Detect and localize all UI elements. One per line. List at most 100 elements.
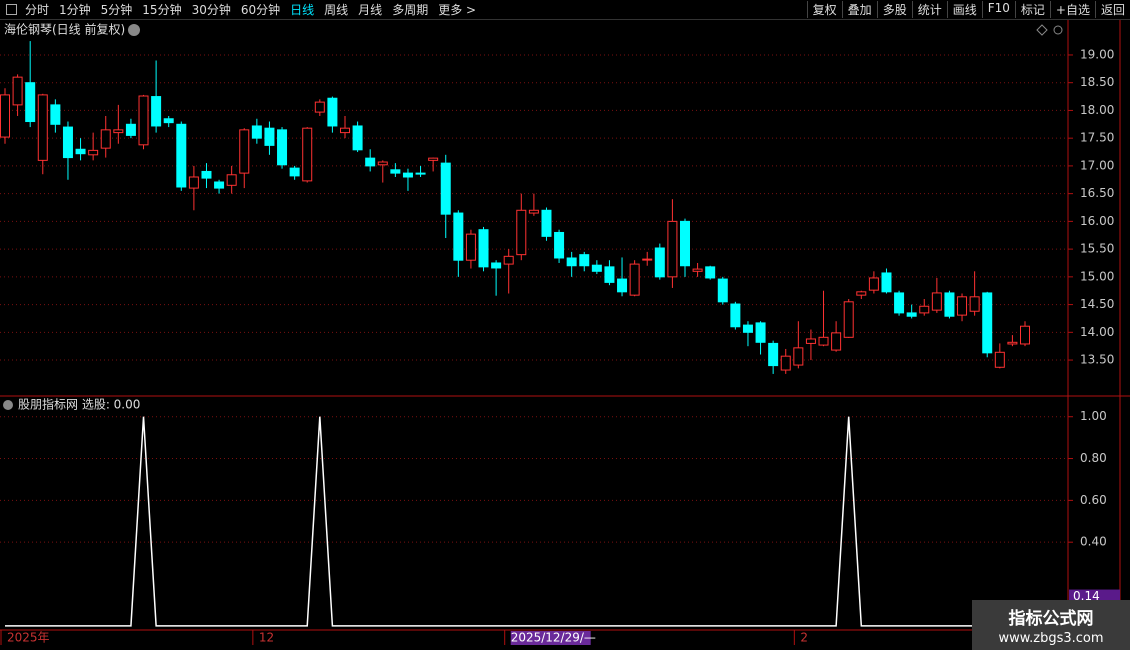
candle-body bbox=[453, 212, 464, 261]
candle-body bbox=[226, 174, 237, 186]
watermark-url: www.zbgs3.com bbox=[998, 631, 1104, 646]
candle-body bbox=[75, 148, 86, 155]
candle-body bbox=[239, 129, 250, 174]
y-tick-label: 0.40 bbox=[1080, 535, 1107, 549]
toolbar-button[interactable]: +自选 bbox=[1049, 1, 1095, 18]
candle-body bbox=[50, 104, 61, 125]
toolbar-button[interactable]: 返回 bbox=[1094, 1, 1130, 18]
candle-body bbox=[365, 157, 376, 167]
candle-body bbox=[919, 305, 930, 314]
candle-body bbox=[554, 231, 565, 259]
period-tab[interactable]: 60分钟 bbox=[240, 3, 281, 17]
period-tab[interactable]: 30分钟 bbox=[191, 3, 231, 17]
y-tick-label: 16.50 bbox=[1080, 186, 1114, 200]
y-tick-label: 1.00 bbox=[1080, 409, 1107, 423]
candle-body bbox=[931, 292, 942, 311]
candle-body bbox=[717, 278, 728, 303]
candle-body bbox=[793, 347, 804, 366]
candle-body bbox=[163, 118, 174, 124]
dropdown[interactable] bbox=[3, 400, 13, 410]
toolbar-button[interactable]: 多股 bbox=[876, 1, 912, 18]
periods: 分时 1分钟 5分钟 15分钟 30分钟 60分钟 日线 周线 月线 多周期 更多 > bbox=[0, 1, 486, 18]
candle-body bbox=[25, 82, 36, 123]
candle-body bbox=[214, 181, 225, 189]
period-tab[interactable]: 多周期 bbox=[392, 3, 429, 17]
indicator-title: 股朋指标网 选股: 0.00 bbox=[18, 397, 140, 412]
candle-body bbox=[654, 247, 665, 278]
chart-title: 海伦钢琴(日线 前复权) bbox=[4, 22, 125, 37]
candle-body bbox=[188, 176, 199, 189]
candle-body bbox=[528, 209, 539, 214]
candle-body bbox=[805, 338, 816, 344]
candle-body bbox=[0, 94, 10, 138]
buttons: 复权 叠加 多股 统计 画线 F10 标记 +自选 返回 bbox=[806, 1, 1130, 18]
period-tab[interactable]: 日线 bbox=[290, 3, 315, 17]
candle-body bbox=[768, 342, 779, 367]
period-tab[interactable]: 月线 bbox=[358, 3, 383, 17]
x-tick-label: 2 bbox=[800, 631, 808, 645]
candle-body bbox=[151, 96, 162, 127]
y-tick-label: 13.50 bbox=[1080, 353, 1114, 367]
candle-body bbox=[289, 167, 300, 177]
toolbar-button[interactable]: 统计 bbox=[911, 1, 947, 18]
candle-body bbox=[251, 125, 262, 139]
toolbar-button[interactable]: 复权 bbox=[806, 1, 842, 18]
candle-body bbox=[831, 332, 842, 351]
candle-body bbox=[465, 233, 476, 261]
candle-body bbox=[755, 322, 766, 343]
icon[interactable] bbox=[1053, 25, 1063, 35]
candle-body bbox=[617, 278, 628, 293]
candle-body bbox=[642, 258, 653, 261]
candle-body bbox=[579, 254, 590, 267]
toolbar-button[interactable]: F10 bbox=[981, 1, 1015, 18]
candle-body bbox=[327, 97, 338, 127]
candle-body bbox=[881, 272, 892, 293]
toolbar-button[interactable]: 画线 bbox=[946, 1, 982, 18]
period-tab[interactable]: 更多 > bbox=[438, 3, 477, 17]
candle-body bbox=[62, 126, 73, 159]
x-tick-label: 2025年 bbox=[7, 631, 50, 645]
candle-body bbox=[969, 296, 980, 312]
candle-body bbox=[692, 268, 703, 272]
candle-body bbox=[37, 94, 48, 161]
y-tick-label: 17.50 bbox=[1080, 131, 1114, 145]
period-tab[interactable]: 1分钟 bbox=[59, 3, 91, 17]
period-tab[interactable]: 5分钟 bbox=[100, 3, 133, 17]
candle-body bbox=[566, 257, 577, 267]
candle-body bbox=[264, 127, 275, 146]
cursor-label-bg bbox=[510, 631, 591, 645]
candle-body bbox=[982, 292, 993, 354]
period-tab[interactable]: 周线 bbox=[324, 3, 349, 17]
candle-body bbox=[906, 312, 917, 317]
y-tick-label: 18.50 bbox=[1080, 75, 1114, 89]
candle-body bbox=[100, 129, 111, 149]
dropdown[interactable] bbox=[128, 24, 140, 36]
candle-body bbox=[667, 220, 678, 278]
y-tick-label: 16.00 bbox=[1080, 214, 1114, 228]
period-tab[interactable]: 15分钟 bbox=[142, 3, 182, 17]
candle-body bbox=[604, 266, 615, 283]
candle-body bbox=[201, 170, 212, 179]
x-tick-label: 12 bbox=[259, 631, 274, 645]
candle-body bbox=[125, 123, 136, 136]
y-tick-label: 18.00 bbox=[1080, 103, 1114, 117]
candle-body bbox=[491, 262, 502, 269]
candle-body bbox=[340, 127, 350, 134]
toolbar-button[interactable]: 叠加 bbox=[841, 1, 877, 18]
y-tick-label: 17.00 bbox=[1080, 158, 1114, 172]
period-tab[interactable]: 分时 bbox=[25, 3, 50, 17]
candle-body bbox=[680, 220, 690, 267]
menu-icon[interactable] bbox=[6, 4, 17, 15]
candle-body bbox=[516, 209, 527, 256]
y-tick-label: 14.50 bbox=[1080, 297, 1114, 311]
icon[interactable] bbox=[1036, 24, 1048, 36]
candle-body bbox=[957, 296, 968, 316]
candle-body bbox=[843, 301, 854, 338]
y-tick-label: 0.60 bbox=[1080, 493, 1107, 507]
candle-body bbox=[705, 266, 716, 279]
toolbar-button[interactable]: 标记 bbox=[1014, 1, 1050, 18]
candle-body bbox=[856, 291, 867, 296]
candle-body bbox=[176, 123, 187, 188]
